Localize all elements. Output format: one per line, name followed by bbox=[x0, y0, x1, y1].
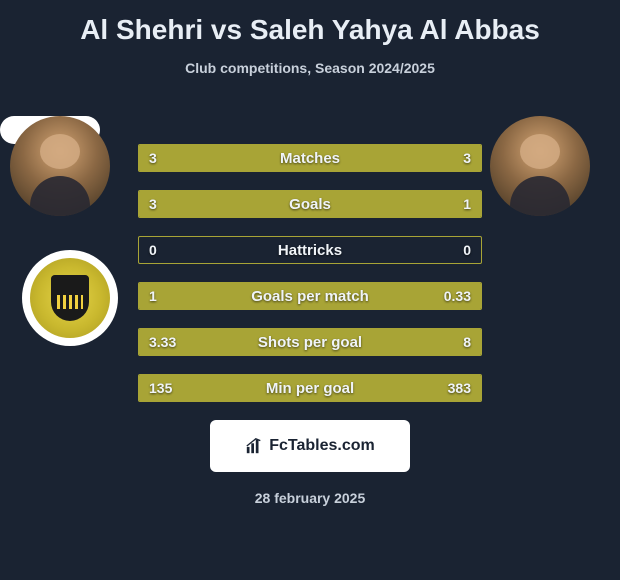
stat-label: Shots per goal bbox=[139, 334, 481, 351]
stat-row: 31Goals bbox=[138, 190, 482, 218]
stat-row: 135383Min per goal bbox=[138, 374, 482, 402]
stat-rows: 33Matches 31Goals 00Hattricks 10.33Goals pe… bbox=[138, 144, 482, 402]
stat-row: 3.338Shots per goal bbox=[138, 328, 482, 356]
stat-row: 00Hattricks bbox=[138, 236, 482, 264]
stat-label: Matches bbox=[139, 150, 481, 167]
stat-label: Min per goal bbox=[139, 380, 481, 397]
page-title: Al Shehri vs Saleh Yahya Al Abbas bbox=[0, 14, 620, 46]
brand-chart-icon bbox=[245, 437, 263, 455]
stat-label: Goals bbox=[139, 196, 481, 213]
stat-row: 10.33Goals per match bbox=[138, 282, 482, 310]
stat-label: Hattricks bbox=[139, 242, 481, 259]
comparison-area: 33Matches 31Goals 00Hattricks 10.33Goals pe… bbox=[0, 116, 620, 402]
footer-brand-text: FcTables.com bbox=[269, 437, 375, 455]
player-photo-right bbox=[490, 116, 590, 216]
stat-label: Goals per match bbox=[139, 288, 481, 305]
page-subtitle: Club competitions, Season 2024/2025 bbox=[0, 60, 620, 76]
player-photo-left bbox=[10, 116, 110, 216]
stat-row: 33Matches bbox=[138, 144, 482, 172]
club-badge-left bbox=[22, 250, 118, 346]
date-line: 28 february 2025 bbox=[0, 490, 620, 506]
footer-brand-badge[interactable]: FcTables.com bbox=[210, 420, 410, 472]
